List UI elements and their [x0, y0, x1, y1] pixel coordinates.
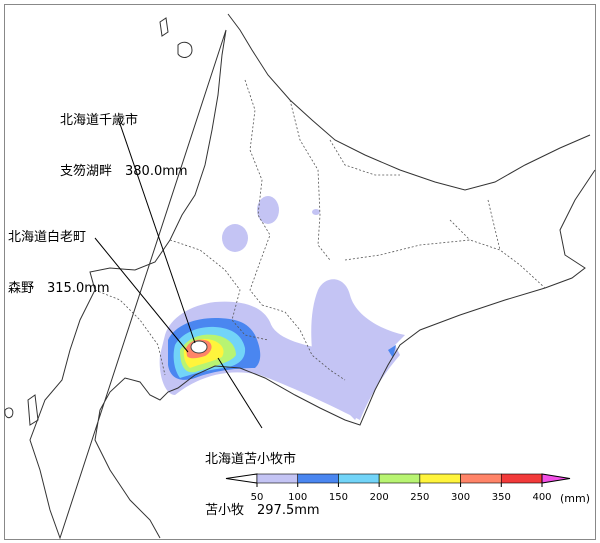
leader-line-chitose: [117, 117, 196, 344]
colorbar-tick-label: 50: [250, 492, 264, 503]
colorbar-segment: [419, 473, 461, 484]
rebun-island: [159, 17, 169, 37]
colorbar-unit: (mm): [559, 492, 591, 505]
annotation-chitose-place: 北海道千歳市: [60, 113, 139, 128]
boundary: [94, 289, 166, 376]
annotation-tomakomai-value: 苫小牧 297.5mm: [205, 503, 320, 518]
annotation-chitose-value: 支笏湖畔 380.0mm: [60, 164, 188, 179]
leader-lines: [94, 117, 263, 429]
map-frame: [4, 4, 596, 540]
annotation-tomakomai-place: 北海道苫小牧市: [205, 452, 297, 467]
colorbar-tick-label: 200: [369, 492, 389, 503]
boundaries-layer: [94, 79, 546, 381]
rain-50-small: [312, 209, 320, 215]
okushiri-island: [27, 394, 39, 426]
colorbar-segment: [500, 473, 543, 484]
rain-50-central: [222, 224, 248, 252]
colorbar-tick-label: 350: [491, 492, 511, 503]
rishiri-island: [177, 41, 193, 58]
rain-100-east: [388, 345, 396, 358]
colorbar-tick-label: 300: [451, 492, 471, 503]
small-island: [4, 407, 14, 419]
colorbar-tick-label: 400: [532, 492, 552, 503]
boundary: [289, 99, 331, 261]
colorbar-tick-label: 250: [410, 492, 430, 503]
lake-shikotsu: [190, 340, 208, 354]
colorbar-segment: [460, 473, 502, 484]
coastline-layer: [4, 13, 596, 540]
colorbar-over-arrow: [541, 473, 571, 484]
colorbar-segment: [338, 473, 380, 484]
annotation-shiraoi-place: 北海道白老町: [8, 230, 87, 245]
colorbar-tick-label: 150: [328, 492, 348, 503]
boundary: [169, 239, 269, 341]
annotation-shiraoi-value: 森野 315.0mm: [8, 281, 110, 296]
colorbar-tick-label: 100: [288, 492, 308, 503]
rainfall-layer: [159, 196, 405, 420]
leader-line-tomakomai: [217, 357, 263, 429]
boundary: [261, 304, 346, 381]
boundary: [244, 79, 271, 306]
colorbar: [225, 473, 571, 487]
boundary: [329, 139, 546, 289]
rain-50-tokachi: [311, 279, 405, 420]
leader-line-shiraoi: [94, 237, 189, 353]
colorbar-segment: [378, 473, 421, 484]
annotation-tomakomai: 北海道苫小牧市 苫小牧 297.5mm: [205, 417, 320, 543]
boundary: [449, 199, 501, 251]
annotation-shiraoi: 北海道白老町 森野 315.0mm: [8, 195, 110, 331]
rain-50-north: [257, 196, 279, 224]
annotation-chitose: 北海道千歳市 支笏湖畔 380.0mm: [60, 78, 188, 214]
